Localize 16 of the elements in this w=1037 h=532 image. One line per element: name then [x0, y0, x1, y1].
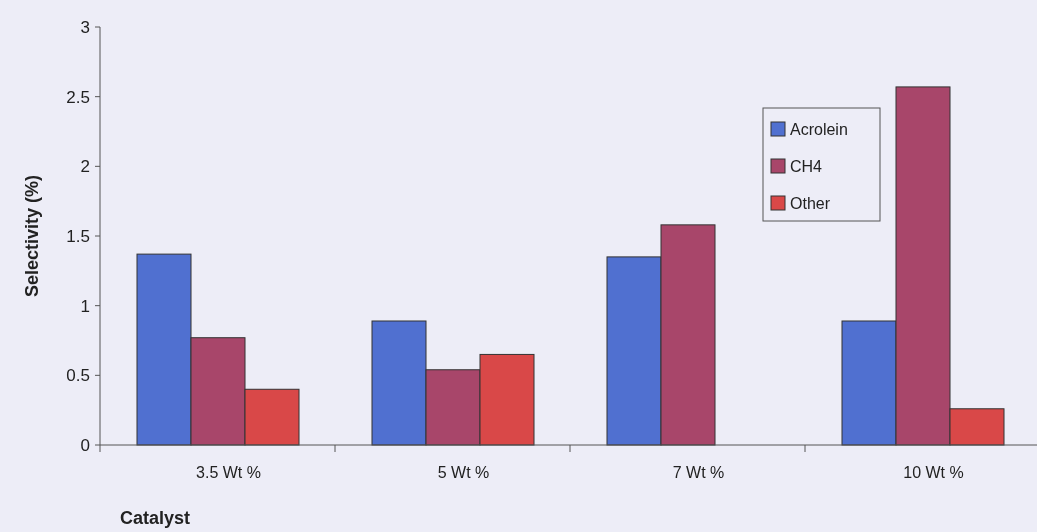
y-tick-label: 1	[80, 296, 90, 316]
y-tick-label: 0.5	[66, 366, 90, 386]
y-tick-label: 0	[80, 435, 90, 455]
x-tick-label: 3.5 Wt %	[196, 464, 261, 481]
legend-label: Other	[790, 194, 831, 212]
y-tick-label: 2.5	[66, 87, 90, 107]
x-axis-title: Catalyst	[120, 508, 191, 528]
y-tick-label: 1.5	[66, 226, 90, 246]
legend-label: CH4	[790, 157, 823, 175]
legend-label: Acrolein	[790, 120, 848, 138]
y-tick-label: 2	[80, 157, 90, 177]
x-tick-label: 10 Wt %	[903, 464, 964, 481]
x-tick-label: 7 Wt %	[672, 464, 725, 481]
x-tick-label: 5 Wt %	[437, 464, 490, 481]
y-axis-title: Selectivity (%)	[22, 174, 42, 298]
y-tick-label: 3	[80, 17, 90, 37]
